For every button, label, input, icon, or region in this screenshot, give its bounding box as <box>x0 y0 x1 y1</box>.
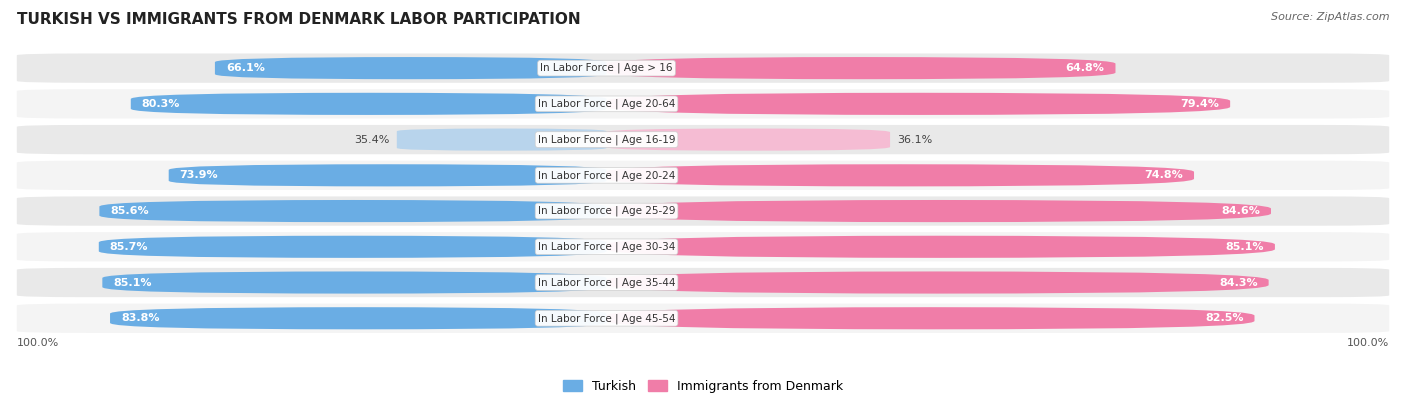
FancyBboxPatch shape <box>606 164 1194 186</box>
FancyBboxPatch shape <box>606 57 1115 79</box>
FancyBboxPatch shape <box>17 196 1389 226</box>
Text: In Labor Force | Age > 16: In Labor Force | Age > 16 <box>540 63 673 73</box>
Text: In Labor Force | Age 35-44: In Labor Force | Age 35-44 <box>538 277 675 288</box>
FancyBboxPatch shape <box>17 89 1389 118</box>
Text: In Labor Force | Age 25-29: In Labor Force | Age 25-29 <box>538 206 675 216</box>
Text: In Labor Force | Age 16-19: In Labor Force | Age 16-19 <box>538 134 675 145</box>
Text: In Labor Force | Age 20-64: In Labor Force | Age 20-64 <box>538 99 675 109</box>
FancyBboxPatch shape <box>17 232 1389 261</box>
Text: 85.7%: 85.7% <box>110 242 148 252</box>
Text: 74.8%: 74.8% <box>1144 170 1182 181</box>
Text: 64.8%: 64.8% <box>1066 63 1105 73</box>
Text: 73.9%: 73.9% <box>180 170 218 181</box>
Text: In Labor Force | Age 20-24: In Labor Force | Age 20-24 <box>538 170 675 181</box>
FancyBboxPatch shape <box>100 200 606 222</box>
FancyBboxPatch shape <box>17 125 1389 154</box>
FancyBboxPatch shape <box>606 307 1254 329</box>
FancyBboxPatch shape <box>17 268 1389 297</box>
FancyBboxPatch shape <box>131 93 606 115</box>
Text: TURKISH VS IMMIGRANTS FROM DENMARK LABOR PARTICIPATION: TURKISH VS IMMIGRANTS FROM DENMARK LABOR… <box>17 12 581 27</box>
Text: 82.5%: 82.5% <box>1205 313 1243 323</box>
FancyBboxPatch shape <box>606 93 1230 115</box>
Text: 83.8%: 83.8% <box>121 313 159 323</box>
FancyBboxPatch shape <box>606 200 1271 222</box>
Text: Source: ZipAtlas.com: Source: ZipAtlas.com <box>1271 12 1389 22</box>
Text: 85.1%: 85.1% <box>114 278 152 288</box>
Text: 79.4%: 79.4% <box>1180 99 1219 109</box>
FancyBboxPatch shape <box>17 161 1389 190</box>
FancyBboxPatch shape <box>606 236 1275 258</box>
Text: 100.0%: 100.0% <box>17 338 59 348</box>
FancyBboxPatch shape <box>606 271 1268 293</box>
Text: 35.4%: 35.4% <box>354 135 389 145</box>
FancyBboxPatch shape <box>606 128 890 150</box>
FancyBboxPatch shape <box>17 53 1389 83</box>
Text: 84.6%: 84.6% <box>1220 206 1260 216</box>
FancyBboxPatch shape <box>215 57 606 79</box>
Text: 66.1%: 66.1% <box>226 63 264 73</box>
FancyBboxPatch shape <box>396 128 606 150</box>
FancyBboxPatch shape <box>17 304 1389 333</box>
Text: 84.3%: 84.3% <box>1219 278 1257 288</box>
Text: 85.1%: 85.1% <box>1226 242 1264 252</box>
Legend: Turkish, Immigrants from Denmark: Turkish, Immigrants from Denmark <box>558 375 848 395</box>
Text: 36.1%: 36.1% <box>897 135 932 145</box>
Text: 85.6%: 85.6% <box>111 206 149 216</box>
Text: 80.3%: 80.3% <box>142 99 180 109</box>
FancyBboxPatch shape <box>103 271 606 293</box>
FancyBboxPatch shape <box>169 164 606 186</box>
FancyBboxPatch shape <box>110 307 606 329</box>
Text: 100.0%: 100.0% <box>1347 338 1389 348</box>
Text: In Labor Force | Age 30-34: In Labor Force | Age 30-34 <box>538 242 675 252</box>
FancyBboxPatch shape <box>98 236 606 258</box>
Text: In Labor Force | Age 45-54: In Labor Force | Age 45-54 <box>538 313 675 324</box>
